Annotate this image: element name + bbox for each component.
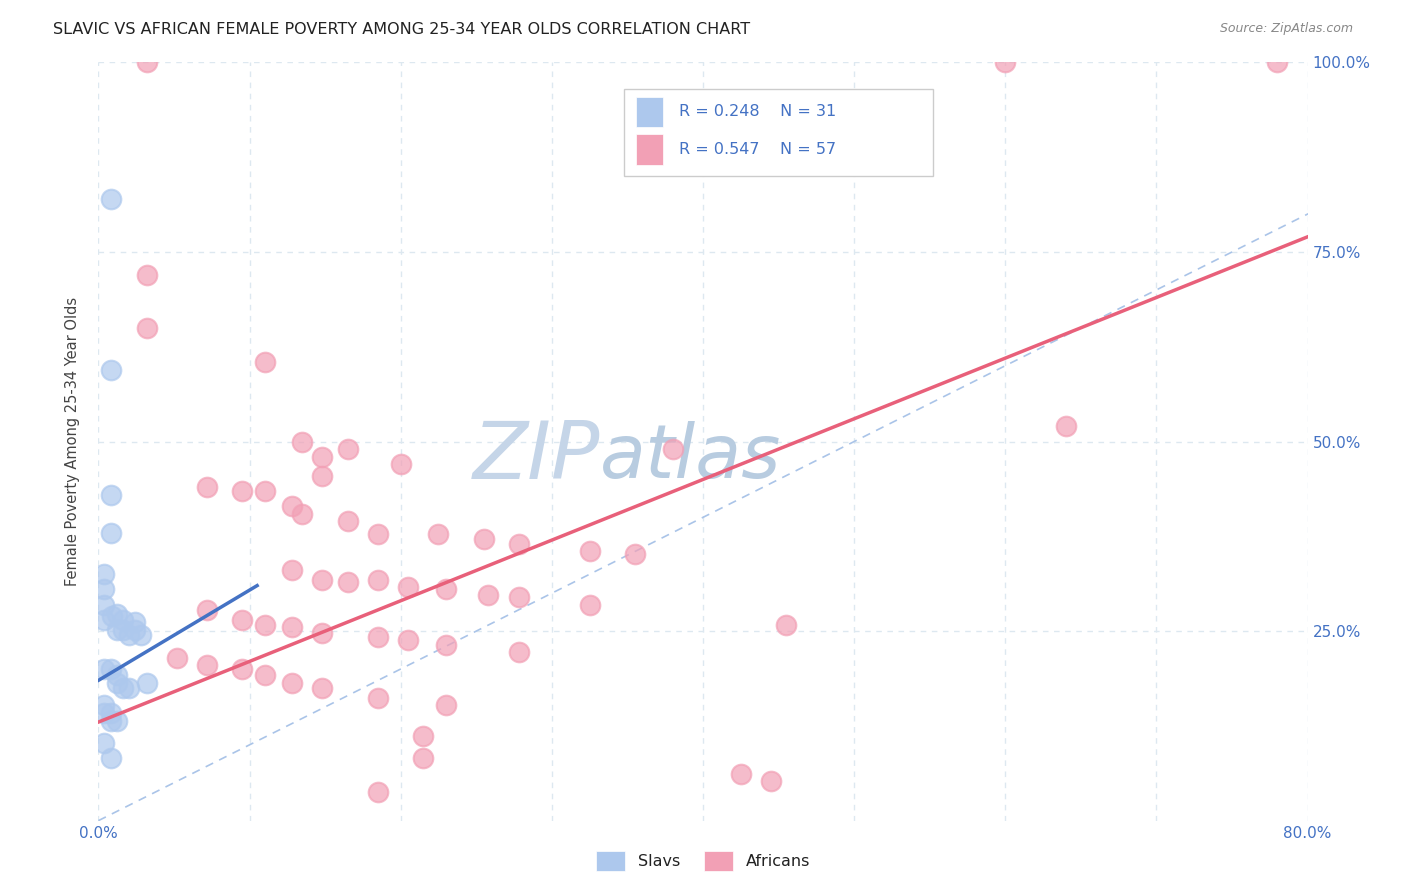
Point bbox=[730, 766, 752, 780]
Point bbox=[396, 580, 419, 594]
Point bbox=[105, 623, 128, 637]
Point bbox=[93, 613, 115, 627]
Point bbox=[129, 628, 152, 642]
Point bbox=[427, 527, 450, 541]
Point bbox=[367, 573, 389, 587]
Point bbox=[1267, 55, 1289, 70]
Point bbox=[367, 630, 389, 644]
Point bbox=[231, 613, 253, 627]
Point bbox=[624, 547, 647, 561]
Point bbox=[253, 618, 276, 632]
Point bbox=[1054, 419, 1077, 434]
Text: Source: ZipAtlas.com: Source: ZipAtlas.com bbox=[1219, 22, 1353, 36]
Point bbox=[477, 588, 499, 602]
Bar bbox=[637, 96, 664, 127]
Point bbox=[93, 662, 115, 676]
Point bbox=[336, 574, 359, 589]
Point bbox=[111, 681, 134, 695]
Text: R = 0.547    N = 57: R = 0.547 N = 57 bbox=[679, 142, 837, 157]
Legend: Slavs, Africans: Slavs, Africans bbox=[589, 845, 817, 877]
Point bbox=[105, 607, 128, 622]
Point bbox=[508, 537, 530, 551]
Point bbox=[118, 681, 141, 695]
Point bbox=[661, 442, 683, 457]
Point bbox=[135, 675, 157, 690]
Point bbox=[508, 645, 530, 659]
Point bbox=[101, 608, 124, 623]
Point bbox=[231, 662, 253, 676]
Point bbox=[336, 514, 359, 528]
Point bbox=[291, 507, 314, 521]
Point bbox=[775, 618, 797, 632]
Point bbox=[93, 582, 115, 597]
Point bbox=[93, 567, 115, 582]
Point bbox=[111, 623, 134, 637]
Point bbox=[124, 623, 146, 637]
Point bbox=[578, 598, 600, 612]
Point bbox=[311, 625, 333, 640]
Point bbox=[93, 706, 115, 720]
Point bbox=[100, 714, 122, 728]
Point bbox=[195, 603, 218, 617]
Point bbox=[412, 729, 434, 743]
Point bbox=[135, 268, 157, 282]
Point bbox=[135, 320, 157, 334]
Point bbox=[508, 590, 530, 604]
Point bbox=[93, 598, 115, 612]
Point bbox=[253, 668, 276, 682]
Point bbox=[100, 525, 122, 540]
Point bbox=[434, 638, 457, 652]
Point bbox=[166, 650, 188, 665]
Point bbox=[100, 662, 122, 676]
Point bbox=[105, 675, 128, 690]
Point bbox=[994, 55, 1017, 70]
Point bbox=[367, 785, 389, 799]
Point bbox=[291, 434, 314, 449]
Text: SLAVIC VS AFRICAN FEMALE POVERTY AMONG 25-34 YEAR OLDS CORRELATION CHART: SLAVIC VS AFRICAN FEMALE POVERTY AMONG 2… bbox=[53, 22, 751, 37]
Y-axis label: Female Poverty Among 25-34 Year Olds: Female Poverty Among 25-34 Year Olds bbox=[65, 297, 80, 586]
Point bbox=[311, 573, 333, 587]
Point bbox=[281, 620, 304, 634]
Text: atlas: atlas bbox=[600, 421, 782, 492]
Point bbox=[118, 628, 141, 642]
Point bbox=[281, 675, 304, 690]
Point bbox=[100, 362, 122, 376]
Point bbox=[124, 615, 146, 629]
Point bbox=[253, 355, 276, 369]
Point bbox=[100, 706, 122, 720]
Point bbox=[105, 668, 128, 682]
Point bbox=[281, 499, 304, 513]
Point bbox=[434, 582, 457, 597]
Point bbox=[231, 483, 253, 498]
Point bbox=[472, 532, 495, 546]
Point bbox=[105, 714, 128, 728]
Point bbox=[93, 698, 115, 712]
Point bbox=[111, 613, 134, 627]
Point bbox=[336, 442, 359, 457]
Point bbox=[100, 751, 122, 765]
Point bbox=[367, 690, 389, 705]
Point bbox=[93, 735, 115, 749]
Point bbox=[389, 458, 412, 472]
Point bbox=[311, 681, 333, 695]
Point bbox=[195, 480, 218, 494]
Point bbox=[578, 544, 600, 558]
FancyBboxPatch shape bbox=[624, 89, 932, 177]
Point bbox=[311, 450, 333, 464]
Text: ZIP: ZIP bbox=[472, 417, 600, 496]
Point bbox=[434, 698, 457, 713]
Point bbox=[100, 487, 122, 501]
Point bbox=[396, 633, 419, 648]
Point bbox=[311, 468, 333, 483]
Point bbox=[253, 483, 276, 498]
Point bbox=[281, 564, 304, 578]
Bar bbox=[637, 135, 664, 165]
Point bbox=[195, 658, 218, 673]
Point bbox=[100, 192, 122, 206]
Point bbox=[135, 55, 157, 70]
Point bbox=[759, 774, 782, 789]
Point bbox=[412, 751, 434, 765]
Point bbox=[367, 527, 389, 541]
Text: R = 0.248    N = 31: R = 0.248 N = 31 bbox=[679, 104, 837, 120]
